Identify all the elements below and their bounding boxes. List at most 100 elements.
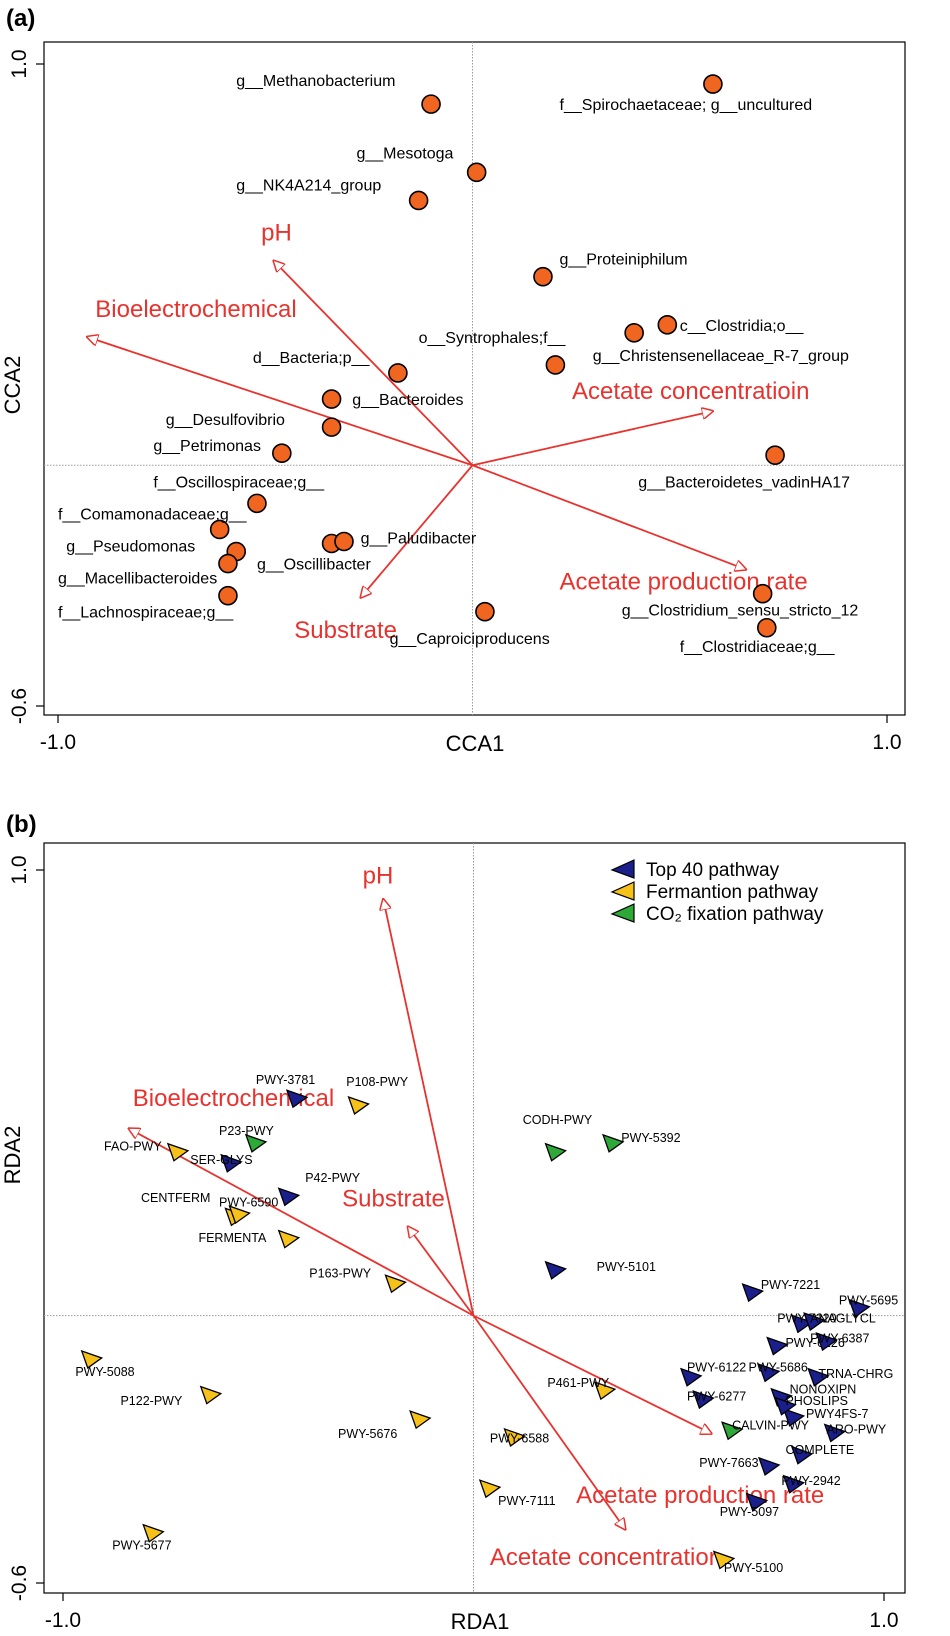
pathway-point [721, 1421, 744, 1441]
species-label: g__Macellibacteroides [58, 571, 217, 588]
vector-arrow [473, 1314, 712, 1434]
pathway-point [277, 1229, 301, 1249]
species-label: g__Petrimonas [153, 438, 261, 455]
pathway-point [680, 1367, 703, 1387]
pathway-label: CODH-PWY [523, 1113, 593, 1127]
species-label: f__Lachnospiraceae;g__ [58, 605, 234, 622]
x-tick-label: 1.0 [872, 731, 901, 754]
pathway-label: P42-PWY [305, 1171, 361, 1185]
pathway-label: TRNA-CHRG [818, 1367, 893, 1381]
plot-frame [43, 842, 906, 1594]
pathway-point [712, 1550, 736, 1570]
pathway-label: PWY-7663 [699, 1456, 758, 1470]
legend-symbol [610, 881, 635, 901]
y-tick-label: 1.0 [8, 855, 31, 884]
pathway-point [782, 1407, 806, 1427]
pathway-label: PWY-5695 [839, 1293, 898, 1307]
species-point [657, 315, 678, 335]
x-tick-label: -1.0 [45, 1609, 81, 1632]
y-axis-title: CCA2 [0, 356, 25, 415]
species-point [218, 585, 238, 606]
y-tick-label: 1.0 [8, 49, 31, 78]
species-point [247, 493, 267, 514]
species-point [408, 190, 429, 211]
vector-label: Substrate [294, 617, 397, 644]
vector-arrow [472, 411, 713, 467]
pathway-point [790, 1445, 814, 1465]
species-label: c__Clostridia;o__ [680, 318, 805, 335]
species-label: f__Oscillospiraceae;g__ [153, 474, 325, 491]
pathway-label: FAO-PWY [104, 1140, 162, 1154]
pathway-point [166, 1142, 190, 1162]
legend-label: Fermantion pathway [646, 882, 819, 903]
pathway-label: ARO-PWY [827, 1423, 887, 1437]
vector-arrow [87, 337, 473, 467]
pathway-label: PWY-5676 [338, 1427, 397, 1441]
pathway-label: PWY-5101 [597, 1260, 656, 1274]
pathway-label: P23-PWY [219, 1124, 275, 1138]
pathway-point [142, 1523, 165, 1543]
pathway-label: FERMENTA [198, 1231, 266, 1245]
pathway-label: PWY-7221 [761, 1278, 820, 1292]
species-label: g__Oscillibacter [257, 557, 372, 574]
species-label: g__Desulfovibrio [166, 412, 285, 429]
y-axis-title: RDA2 [0, 1126, 25, 1185]
species-label: o__Syntrophales;f__ [419, 330, 567, 347]
vector-arrow [274, 261, 474, 466]
vector-arrow [361, 464, 474, 597]
pathway-label: PWY-3781 [256, 1073, 315, 1087]
pathway-point [199, 1385, 223, 1405]
vector-label: pH [363, 862, 394, 889]
pathway-label: PWY-5100 [724, 1561, 783, 1575]
pathway-label: PWY-6590 [219, 1195, 278, 1209]
pathway-point [544, 1142, 567, 1162]
species-label: f__Clostridiaceae;g__ [680, 639, 836, 656]
species-label: f__Comamonadaceae;g__ [58, 506, 248, 523]
vector-label: pH [261, 220, 292, 247]
pathway-point [692, 1390, 715, 1410]
vector-arrow [472, 464, 747, 569]
species-point [475, 601, 495, 622]
pathway-point [766, 1336, 789, 1356]
vector-label: Bioelectrochemical [95, 296, 296, 323]
species-point [756, 617, 777, 638]
y-tick-label: -0.6 [8, 688, 31, 724]
vector-arrow [129, 1128, 474, 1317]
pathway-label: PWY-6387 [810, 1331, 869, 1345]
species-point [421, 94, 441, 114]
pathway-label: P122-PWY [120, 1394, 182, 1408]
pathway-label: PWY-6122 [687, 1360, 746, 1374]
species-label: d__Bacteria;p__ [253, 350, 371, 367]
pathway-point [807, 1367, 830, 1387]
pathway-label: PWY4FS-7 [806, 1407, 869, 1421]
pathway-point [757, 1363, 781, 1383]
species-label: g__Christensenellaceae_R-7_group [593, 348, 849, 365]
pathway-point [220, 1153, 243, 1173]
panel-a: (a) -1.0 1.0 -0.6 1.0 CCA1 CCA2 pH Bioelectroche… [0, 5, 906, 756]
pathway-point [790, 1314, 814, 1334]
pathway-point [745, 1492, 769, 1512]
species-label: g__Pseudomonas [66, 539, 195, 556]
species-label: g__Mesotoga [356, 145, 453, 162]
species-label: g__Bacteroidetes_vadinHA17 [638, 474, 850, 491]
pathway-label: PWY-5392 [621, 1131, 680, 1145]
species-point [272, 443, 292, 464]
x-tick-label: -1.0 [40, 731, 76, 754]
species-point [752, 583, 773, 604]
pathway-point [593, 1381, 617, 1401]
vector-arrow [472, 1315, 626, 1530]
pathway-label: PWY-5088 [75, 1365, 134, 1379]
pathway-point [244, 1133, 268, 1153]
pathway-label: PWY-5097 [720, 1505, 779, 1519]
vector-arrow [383, 899, 475, 1316]
species-point [388, 363, 408, 383]
pathway-point [384, 1274, 407, 1294]
vector-label: Acetate production rate [576, 1482, 824, 1509]
pathway-point [815, 1332, 838, 1352]
pathway-point [503, 1427, 526, 1447]
pathway-label: PWY-5677 [112, 1539, 171, 1553]
pathway-point [757, 1456, 781, 1476]
species-point [321, 417, 342, 437]
pathway-point [774, 1396, 797, 1416]
